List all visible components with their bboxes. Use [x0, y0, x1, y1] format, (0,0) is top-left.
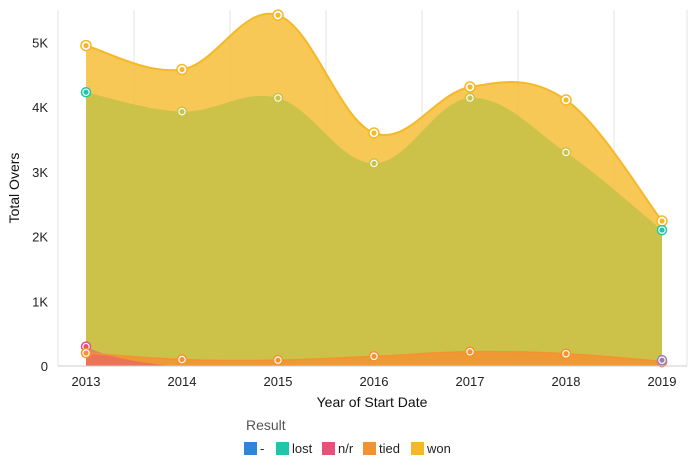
x-tick-label: 2018	[552, 374, 581, 389]
legend-label: n/r	[338, 441, 354, 456]
point-tied-core	[83, 350, 89, 356]
area-nr	[86, 346, 170, 366]
legend-swatch	[411, 442, 424, 455]
point-won-core	[659, 218, 665, 224]
area-layer	[86, 13, 662, 366]
y-tick-label: 3K	[32, 165, 48, 180]
x-tick-label: 2016	[360, 374, 389, 389]
point-olive-core	[467, 95, 473, 101]
point-won-core	[371, 130, 377, 136]
x-tick-label: 2017	[456, 374, 485, 389]
point-tied-core	[467, 349, 473, 355]
x-tick-label: 2019	[648, 374, 677, 389]
axis-layer: 0 1K 2K 3K 4K 5K 2013 2014 2015 2016 2017 2018 2019 Y…	[6, 35, 687, 410]
point-lost-core	[659, 227, 665, 233]
point-olive-core	[563, 149, 569, 155]
point-layer	[80, 9, 668, 368]
legend-swatch	[322, 442, 335, 455]
y-tick-label: 1K	[32, 294, 48, 309]
point-olive-core	[275, 95, 281, 101]
x-tick-label: 2013	[72, 374, 101, 389]
point-tied-core	[563, 351, 569, 357]
point-nr-core	[83, 343, 89, 350]
point-dash-core	[659, 357, 665, 363]
point-lost-core	[83, 89, 89, 95]
point-olive-core	[179, 109, 185, 115]
point-won-core	[83, 43, 89, 49]
legend-label: lost	[292, 441, 313, 456]
y-axis-title: Total Overs	[6, 153, 22, 224]
point-tied-core	[371, 353, 377, 359]
x-axis-title: Year of Start Date	[317, 394, 428, 410]
point-olive-core	[371, 160, 377, 167]
legend-label: -	[260, 441, 264, 456]
legend-label: tied	[379, 441, 400, 456]
point-tied-core	[179, 356, 185, 363]
legend: Result - lost n/r tied won	[244, 417, 451, 456]
x-tick-label: 2015	[264, 374, 293, 389]
legend-label: won	[426, 441, 451, 456]
legend-title: Result	[246, 417, 286, 433]
legend-swatch	[276, 442, 289, 455]
x-tick-label: 2014	[168, 374, 197, 389]
y-tick-label: 5K	[32, 35, 48, 50]
legend-swatch	[363, 442, 376, 455]
point-won-core	[467, 84, 473, 90]
legend-swatch	[244, 442, 257, 455]
point-won-core	[563, 97, 569, 103]
area-olive-band	[86, 92, 662, 366]
y-tick-label: 0	[41, 359, 48, 374]
point-won-core	[275, 12, 281, 18]
y-tick-label: 4K	[32, 100, 48, 115]
point-won-core	[179, 66, 185, 73]
y-tick-label: 2K	[32, 230, 48, 245]
point-tied-core	[275, 357, 281, 363]
